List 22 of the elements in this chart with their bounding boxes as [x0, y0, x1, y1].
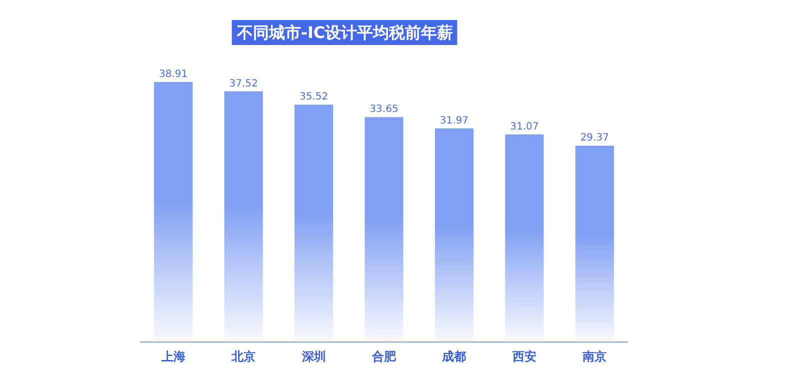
x-tick-label: 深圳 [300, 350, 326, 364]
data-label: 31.97 [440, 115, 469, 126]
bar [224, 91, 263, 342]
x-tick-label: 北京 [230, 350, 256, 364]
x-tick-label: 上海 [160, 350, 186, 364]
data-label: 37.52 [229, 78, 258, 90]
bar [154, 82, 193, 342]
data-label: 29.37 [580, 132, 609, 144]
x-tick-label: 合肥 [371, 350, 397, 364]
x-tick-label: 西安 [511, 350, 536, 364]
bar [294, 104, 334, 342]
data-label: 38.91 [159, 69, 188, 80]
data-label: 31.07 [510, 121, 539, 132]
x-tick-label: 成都 [441, 350, 466, 364]
x-tick-label: 南京 [582, 350, 607, 364]
chart-title: 不同城市-IC设计平均税前年薪 [236, 23, 454, 42]
bar [364, 117, 404, 342]
data-label: 35.52 [299, 92, 328, 103]
data-label: 33.65 [370, 104, 398, 116]
bar [434, 128, 474, 342]
bar [505, 134, 544, 342]
bar [575, 146, 614, 342]
